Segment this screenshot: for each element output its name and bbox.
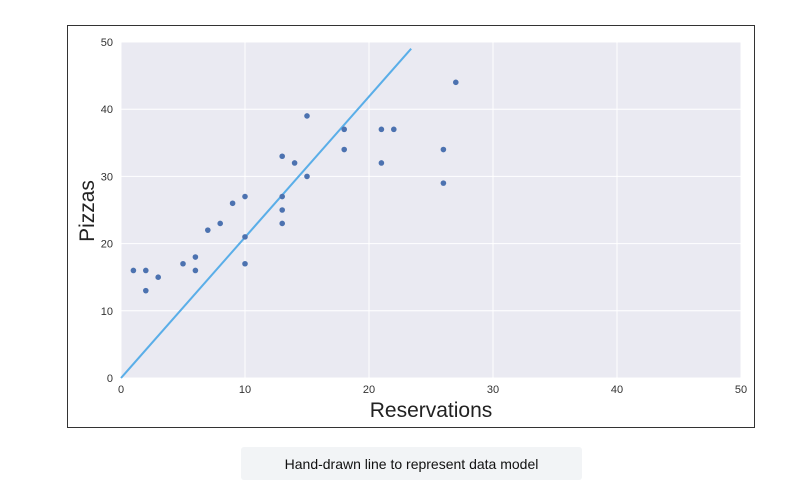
data-point-23	[378, 160, 385, 166]
x-tick-label-5: 50	[735, 384, 747, 396]
model-line	[120, 48, 412, 379]
y-tick-label-2: 20	[101, 239, 113, 251]
data-point-13	[279, 153, 285, 160]
data-point-12	[242, 260, 248, 267]
data-point-6	[192, 267, 199, 274]
data-point-4	[180, 260, 186, 267]
grid-lines	[120, 41, 742, 379]
data-point-5	[192, 254, 199, 260]
data-point-9	[229, 200, 236, 207]
y-tick-label-1: 10	[101, 306, 113, 318]
data-point-3	[155, 274, 161, 280]
data-point-24	[391, 126, 397, 133]
data-point-8	[217, 220, 223, 227]
y-tick-label-0: 0	[107, 373, 113, 385]
plot-area	[121, 42, 741, 378]
data-point-20	[341, 126, 348, 133]
x-axis-ticks: 0 10 20 30 40 50	[118, 384, 747, 396]
data-point-27	[453, 79, 459, 86]
y-axis-ticks: 0 10 20 30 40 50	[101, 37, 113, 385]
data-point-7	[205, 227, 211, 233]
data-point-15	[279, 207, 285, 213]
data-point-10	[242, 193, 248, 200]
data-point-1	[143, 267, 149, 274]
x-tick-label-0: 0	[118, 384, 124, 396]
data-point-17	[291, 160, 298, 166]
data-point-22	[378, 126, 385, 133]
x-tick-label-1: 10	[239, 384, 251, 396]
data-point-18	[304, 113, 310, 119]
y-tick-label-3: 30	[101, 171, 113, 183]
data-points	[130, 79, 459, 294]
scatter-chart: 0 10 20 30 40 50 0 10 20 30 40 50 Reservations Piz…	[76, 37, 747, 422]
data-point-16	[279, 220, 285, 227]
data-point-25	[440, 146, 447, 153]
y-tick-label-4: 40	[101, 104, 113, 116]
data-point-2	[143, 287, 149, 294]
data-point-14	[279, 193, 285, 200]
x-axis-label: Reservations	[370, 399, 493, 422]
x-tick-label-3: 30	[487, 384, 499, 396]
data-point-19	[304, 173, 310, 180]
x-tick-label-2: 20	[363, 384, 375, 396]
y-tick-label-5: 50	[101, 37, 113, 49]
y-axis-label: Pizzas	[76, 180, 99, 242]
data-point-11	[242, 234, 248, 240]
caption: Hand-drawn line to represent data model	[241, 447, 582, 480]
data-point-0	[130, 267, 137, 274]
x-tick-label-4: 40	[611, 384, 623, 396]
data-point-21	[341, 146, 348, 153]
data-point-26	[440, 180, 447, 186]
